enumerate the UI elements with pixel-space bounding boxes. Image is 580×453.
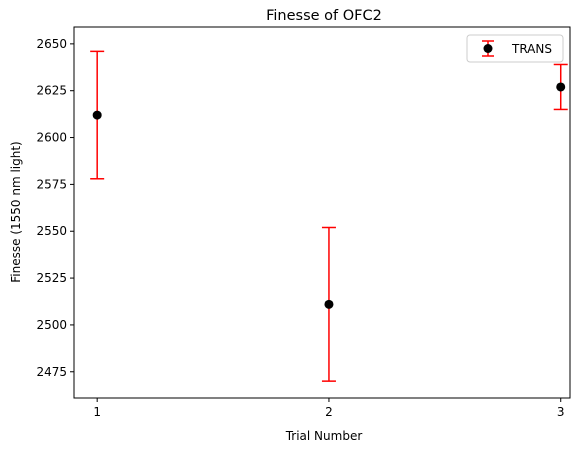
y-tick-label: 2500 <box>36 318 67 332</box>
data-point <box>556 82 566 92</box>
x-tick-label: 2 <box>325 405 333 419</box>
x-tick-label: 1 <box>93 405 101 419</box>
y-tick-label: 2525 <box>36 271 67 285</box>
y-tick-label: 2550 <box>36 224 67 238</box>
x-axis: 1 2 3 <box>93 398 565 419</box>
legend-label-trans: TRANS <box>511 42 552 56</box>
y-tick-label: 2575 <box>36 177 67 191</box>
plot-frame <box>73 26 571 399</box>
legend: TRANS <box>466 34 564 63</box>
data-marks <box>90 50 568 382</box>
data-point <box>324 299 334 309</box>
x-tick-label: 3 <box>557 405 565 419</box>
y-tick-label: 2650 <box>36 37 67 51</box>
y-axis-label: Finesse (1550 nm light) <box>9 141 23 282</box>
y-tick-label: 2475 <box>36 365 67 379</box>
y-tick-label: 2625 <box>36 84 67 98</box>
legend-marker-icon <box>483 44 493 53</box>
y-tick-label: 2600 <box>36 131 67 145</box>
chart-title: Finesse of OFC2 <box>266 8 382 24</box>
x-axis-label: Trial Number <box>285 429 363 443</box>
data-point <box>92 110 102 120</box>
y-axis: 2475 2500 2525 2550 2575 2600 2625 2650 <box>36 37 74 379</box>
